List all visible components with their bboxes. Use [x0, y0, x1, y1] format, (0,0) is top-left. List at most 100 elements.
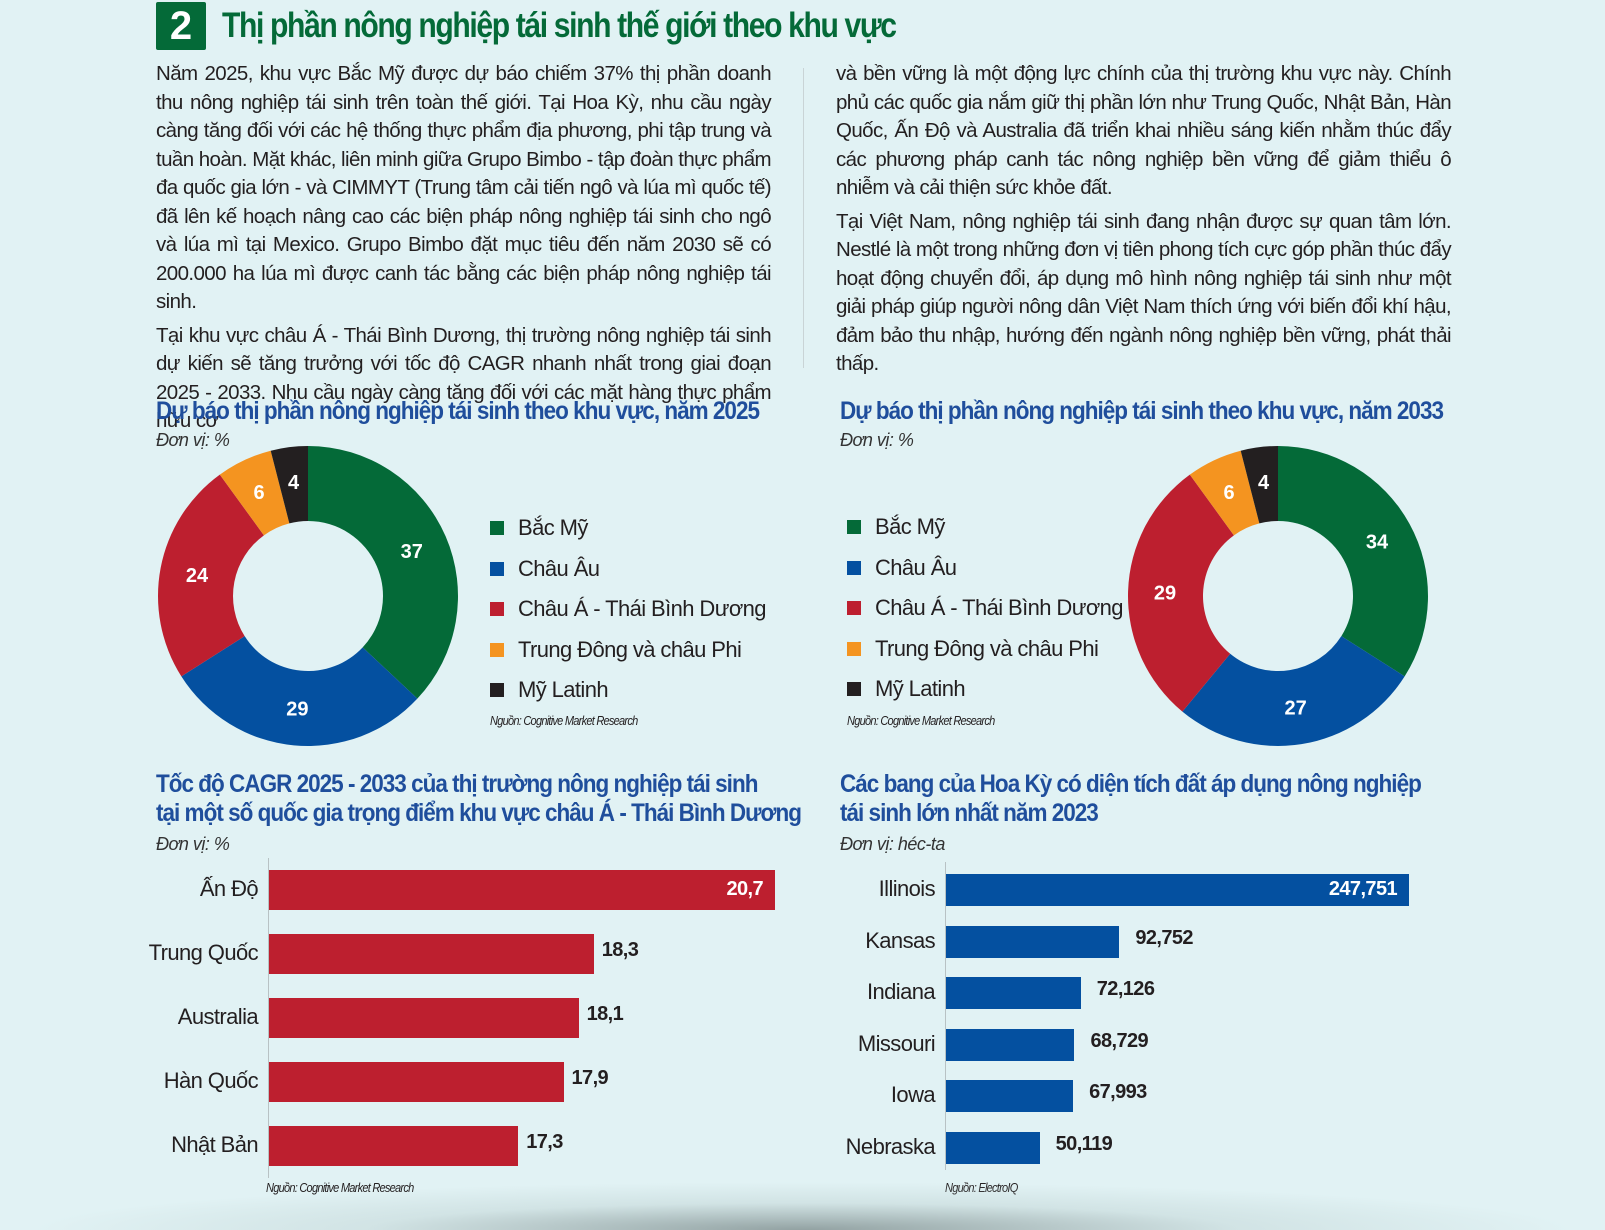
donut-2025-title: Dự báo thị phần nông nghiệp tái sinh the…: [156, 397, 760, 425]
bar: [269, 870, 775, 910]
donut-slice: [1189, 450, 1260, 536]
bar-category-label: Iowa: [890, 1082, 936, 1107]
article-paragraph: Tại khu vực châu Á - Thái Bình Dương, th…: [156, 323, 772, 433]
us-states-chart-title: Các bang của Hoa Kỳ có diện tích đất áp …: [840, 770, 1422, 828]
bar-value-label: 50,119: [1055, 1132, 1113, 1155]
legend-label: Trung Đông và châu Phi: [518, 636, 742, 662]
legend-label: Châu Âu: [518, 555, 600, 581]
donut-slice-label: 29: [1154, 582, 1176, 604]
us-states-chart-title-line: tái sinh lớn nhất năm 2023: [840, 799, 1099, 827]
bar: [946, 925, 1120, 958]
legend-swatch: [490, 561, 504, 576]
bar-category-label: Kansas: [865, 927, 935, 953]
cagr-chart-title: Tốc độ CAGR 2025 - 2033 của thị trường n…: [156, 770, 802, 828]
article-paragraph: Tại Việt Nam, nông nghiệp tái sinh đang …: [836, 209, 1452, 376]
bar-category-label: Nhật Bản: [171, 1132, 259, 1157]
donut-2033-unit: Đơn vị: %: [840, 430, 914, 450]
donut-chart-2033: 34 27 29 6 4: [1128, 446, 1428, 746]
legend-swatch: [847, 601, 861, 616]
legend-swatch: [847, 682, 861, 697]
legend-label: Mỹ Latinh: [875, 676, 966, 702]
article-column-left: Năm 2025, khu vực Bắc Mỹ được dự báo chi…: [156, 60, 772, 441]
donut-slice: [1240, 446, 1278, 524]
donut-slice-label: 6: [253, 482, 264, 504]
bar: [946, 1080, 1074, 1112]
bar-value-label: 247,751: [1328, 878, 1398, 900]
donut-slice: [270, 446, 308, 524]
donut-slice-label: 29: [286, 698, 308, 720]
legend-swatch: [847, 560, 861, 575]
bar-category-label: Hàn Quốc: [163, 1068, 259, 1093]
legend-item: Bắc Mỹ: [847, 507, 1123, 548]
donut-2025-source: Nguồn: Cognitive Market Research: [490, 713, 638, 728]
bar-category-label: Trung Quốc: [148, 940, 259, 965]
bar: [269, 1062, 564, 1102]
donut-2033-source: Nguồn: Cognitive Market Research: [847, 713, 995, 728]
legend-item: Trung Đông và châu Phi: [490, 630, 766, 671]
bar: [946, 1028, 1075, 1061]
donut-slice: [308, 446, 458, 699]
donut-slice-label: 37: [401, 541, 423, 563]
bar: [946, 977, 1081, 1009]
donut-slice-label: 27: [1285, 698, 1307, 720]
bar-value-label: 17,9: [571, 1067, 609, 1089]
article-column-right: và bền vững là một động lực chính của th…: [836, 60, 1452, 384]
donut-slice: [1128, 474, 1234, 712]
bar: [946, 874, 1409, 906]
legend-item: Châu Âu: [490, 549, 766, 590]
legend-swatch: [490, 521, 504, 536]
donut-slice: [181, 636, 418, 746]
legend-label: Châu Á - Thái Bình Dương: [518, 596, 767, 622]
donut-slice-label: 4: [288, 472, 300, 494]
donut-2025-legend: Bắc Mỹ Châu Âu Châu Á - Thái Bình Dương Tru…: [490, 508, 767, 711]
bar: [269, 998, 579, 1038]
bar-axis: [945, 862, 946, 1170]
section-header: 2 Thị phần nông nghiệp tái sinh thế giới…: [156, 2, 1005, 50]
donut-slice-label: 34: [1366, 532, 1389, 554]
donut-slice-label: 4: [1258, 472, 1270, 494]
us-states-chart-unit: Đơn vị: héc-ta: [840, 834, 945, 854]
donut-2033-legend: Bắc Mỹ Châu Âu Châu Á - Thái Bình Dương Tru…: [847, 507, 1124, 710]
donut-2025-unit: Đơn vị: %: [156, 430, 230, 450]
bar-value-label: 72,126: [1096, 978, 1155, 1000]
section-number-badge: 2: [156, 2, 206, 50]
legend-label: Trung Đông và châu Phi: [875, 635, 1099, 661]
legend-label: Bắc Mỹ: [875, 514, 945, 540]
bar-axis: [268, 858, 269, 1178]
bar: [269, 1126, 519, 1166]
legend-swatch: [490, 642, 504, 657]
legend-item: Mỹ Latinh: [490, 670, 766, 711]
article-paragraph: Năm 2025, khu vực Bắc Mỹ được dự báo chi…: [156, 62, 772, 313]
bar-value-label: 18,1: [586, 1003, 624, 1025]
bar-category-label: Nebraska: [845, 1133, 936, 1159]
bar-value-label: 68,729: [1090, 1029, 1149, 1052]
cagr-chart-title-line: tại một số quốc gia trọng điểm khu vực c…: [156, 799, 802, 827]
legend-label: Mỹ Latinh: [518, 677, 609, 703]
bar-value-label: 92,752: [1135, 926, 1193, 949]
legend-swatch: [847, 641, 861, 656]
bar-category-label: Missouri: [857, 1030, 936, 1056]
us-states-bar-chart: Illinois 247,751 Kansas 92,752 Indiana 72,126…: [840, 862, 1440, 1177]
cagr-chart-title-line: Tốc độ CAGR 2025 - 2033 của thị trường n…: [156, 770, 758, 798]
bar: [946, 1131, 1040, 1164]
cagr-chart-unit: Đơn vị: %: [156, 834, 230, 854]
column-divider: [803, 68, 804, 368]
legend-item: Châu Á - Thái Bình Dương: [847, 588, 1124, 629]
legend-swatch: [490, 683, 504, 698]
donut-slice: [219, 450, 290, 536]
bar-value-label: 20,7: [726, 878, 763, 900]
bar-value-label: 67,993: [1089, 1081, 1147, 1103]
bottom-shadow: [0, 1170, 1605, 1230]
donut-slice: [1182, 636, 1405, 746]
donut-2033-title: Dự báo thị phần nông nghiệp tái sinh the…: [840, 397, 1444, 425]
legend-label: Bắc Mỹ: [518, 515, 588, 541]
legend-label: Châu Âu: [875, 554, 957, 580]
legend-swatch: [490, 602, 504, 617]
legend-item: Bắc Mỹ: [490, 508, 766, 549]
legend-item: Châu Âu: [847, 548, 1123, 589]
bar-category-label: Indiana: [867, 979, 936, 1004]
bar-category-label: Ấn Độ: [199, 876, 259, 901]
legend-swatch: [847, 520, 861, 535]
donut-chart-2025: 37 29 24 6 4: [158, 446, 458, 746]
donut-slice-label: 6: [1223, 482, 1234, 504]
